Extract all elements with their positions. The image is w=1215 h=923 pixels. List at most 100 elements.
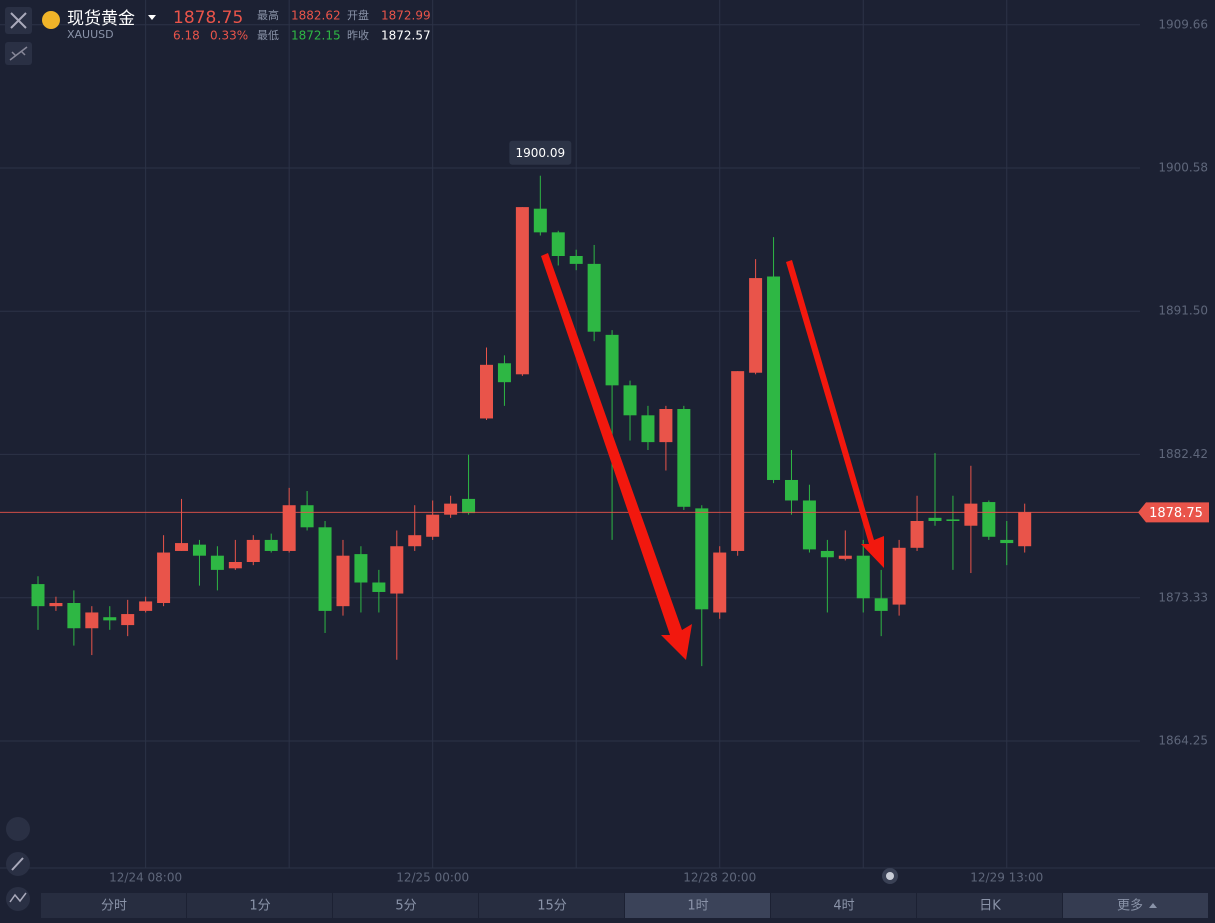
toolbar <box>5 7 32 911</box>
candle-body <box>659 408 673 443</box>
stat-label: 昨收 <box>347 28 369 42</box>
candle-body <box>264 539 278 551</box>
candle-body <box>928 517 942 521</box>
tab[interactable] <box>41 893 186 918</box>
timeframe-tabs: 分时 1分 5分 15分 1时 4时 日K 更多 <box>41 893 1208 918</box>
tab-label[interactable]: 1时 <box>687 899 708 914</box>
tab-label[interactable]: 更多 <box>1117 898 1143 914</box>
tooltip-label: 1900.09 <box>516 146 566 160</box>
symbol: XAUUSD <box>67 28 114 41</box>
candle-body <box>462 498 476 514</box>
y-tick-label: 1882.42 <box>1158 447 1208 461</box>
candle-body <box>515 207 529 375</box>
dropdown-icon[interactable] <box>148 15 156 20</box>
candle-body <box>318 527 332 611</box>
x-tick-label: 12/29 13:00 <box>970 871 1043 885</box>
tab-label[interactable]: 日K <box>979 899 1001 914</box>
candle-body <box>49 603 63 607</box>
candle-body <box>677 408 691 507</box>
x-tick-label: 12/28 20:00 <box>683 871 756 885</box>
compare-icon <box>9 892 27 903</box>
candle-body <box>946 519 960 521</box>
candle-body <box>480 364 493 419</box>
candle-body <box>426 514 440 537</box>
candle-body <box>713 552 727 613</box>
pen-icon <box>11 857 24 871</box>
candle-body <box>587 263 601 332</box>
price-tag-label: 1878.75 <box>1149 506 1203 521</box>
candle-body <box>910 520 924 548</box>
candle-body <box>749 278 763 373</box>
tab[interactable] <box>1063 893 1208 918</box>
candle-body <box>605 334 619 386</box>
change: 6.18 <box>173 29 200 43</box>
candle-body <box>372 582 386 592</box>
stat-label: 开盘 <box>347 8 369 22</box>
candle-body <box>354 554 368 583</box>
candle-body <box>820 550 834 558</box>
stat-value: 1872.15 <box>291 29 341 43</box>
tab[interactable] <box>187 893 332 918</box>
candle-body <box>623 385 637 416</box>
y-tick-label: 1873.33 <box>1158 590 1208 604</box>
gold-icon <box>42 11 60 29</box>
tab[interactable] <box>333 893 478 918</box>
candle-body <box>838 555 852 559</box>
tab-label[interactable]: 4时 <box>833 899 854 914</box>
price: 1878.75 <box>173 8 243 28</box>
candle-body <box>103 617 117 621</box>
price-tag <box>1138 502 1209 523</box>
candle-body <box>300 505 314 528</box>
tab[interactable] <box>625 893 770 918</box>
candle-body <box>1000 539 1014 544</box>
candle-body <box>246 539 260 562</box>
change-pct: 0.33% <box>210 29 248 43</box>
candle-body <box>85 612 99 629</box>
stat-value: 1882.62 <box>291 9 341 23</box>
stat-value: 1872.99 <box>381 9 431 23</box>
candle-body <box>390 546 404 594</box>
candle-body <box>497 363 511 383</box>
x-tick-label: 12/25 00:00 <box>396 871 469 885</box>
candle-body <box>767 276 781 480</box>
candle-body <box>982 502 996 537</box>
candle-body <box>964 503 978 526</box>
candle-body <box>444 503 458 515</box>
tab[interactable] <box>771 893 916 918</box>
candle-body <box>1018 512 1032 547</box>
tab-caret <box>1149 903 1157 908</box>
tab[interactable] <box>479 893 624 918</box>
stat-label: 最高 <box>257 8 279 22</box>
tab-label[interactable]: 1分 <box>249 899 270 914</box>
candle-body <box>139 601 153 611</box>
y-tick-label: 1909.66 <box>1158 17 1208 31</box>
candle-body <box>731 371 745 551</box>
annotation-arrows <box>541 253 884 660</box>
collapse-icon <box>9 46 28 61</box>
x-tick-label: 12/24 08:00 <box>109 871 182 885</box>
arrow <box>541 253 692 660</box>
candle-body <box>856 555 870 599</box>
tooltip-box <box>509 140 572 165</box>
candle-body <box>408 535 422 547</box>
candle-body <box>192 544 206 556</box>
candle-body <box>533 208 547 233</box>
candle-body <box>695 508 709 610</box>
header: 现货黄金 XAUUSD 1878.75 6.18 0.33% 最高 1882.6… <box>42 8 431 43</box>
tab-label[interactable]: 分时 <box>101 899 127 914</box>
candle-body <box>784 479 798 501</box>
tab-label[interactable]: 15分 <box>537 899 567 914</box>
instrument-name[interactable]: 现货黄金 <box>67 9 135 29</box>
close-icon <box>10 12 27 29</box>
indicator-button[interactable] <box>6 817 30 841</box>
candle-body <box>892 547 906 605</box>
candle-body <box>802 500 816 550</box>
candle-body <box>31 584 45 607</box>
arrow <box>786 260 884 568</box>
candle-body <box>175 543 189 551</box>
tab-label[interactable]: 5分 <box>395 899 416 914</box>
candle-body <box>210 555 224 570</box>
candle-body <box>551 232 565 256</box>
y-tick-label: 1900.58 <box>1158 160 1208 174</box>
tab[interactable] <box>917 893 1062 918</box>
